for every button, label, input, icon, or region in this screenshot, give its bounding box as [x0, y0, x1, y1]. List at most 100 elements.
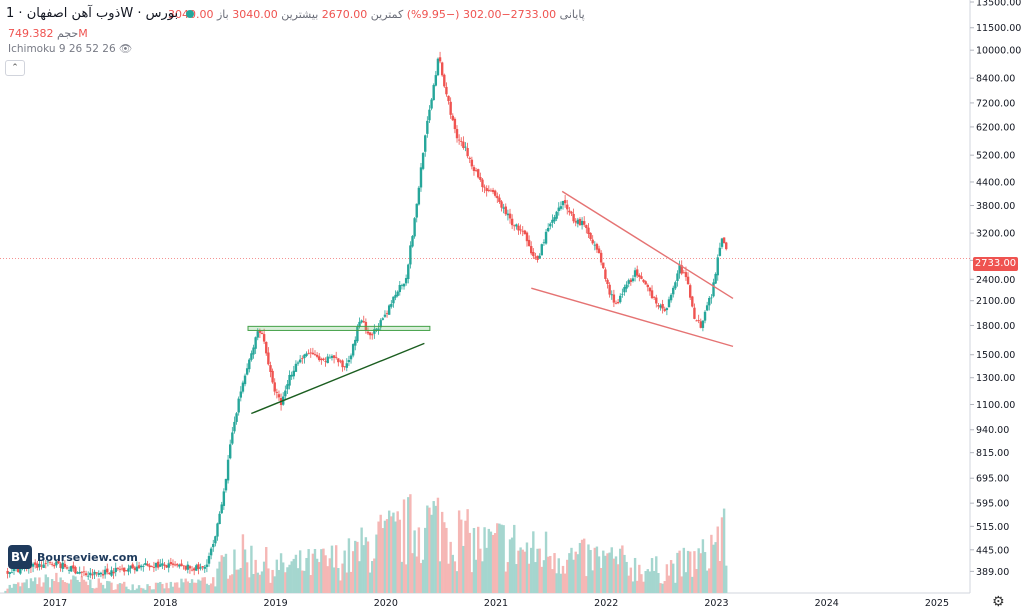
candle-body [708, 297, 711, 306]
volume-bar [674, 582, 677, 593]
volume-bar [672, 563, 675, 593]
volume-bar [337, 568, 340, 593]
volume-bar [680, 576, 683, 593]
volume-bar [322, 548, 325, 593]
candle-body [326, 356, 329, 364]
volume-bar [152, 589, 156, 593]
volume-bar [307, 549, 310, 593]
candle-body [224, 478, 228, 491]
candle-body [593, 244, 597, 246]
volume-bar [42, 582, 45, 593]
candle-body [298, 359, 302, 363]
candle-body [424, 135, 427, 152]
candle-body [262, 334, 266, 342]
candle-body [659, 305, 662, 308]
volume-bar [23, 582, 26, 593]
y-tick-label: 1300.00 [976, 373, 1015, 384]
candle-body [491, 189, 495, 193]
candle-body [220, 504, 223, 514]
candle-body [409, 245, 412, 265]
gear-icon[interactable]: ⚙ [992, 594, 1005, 610]
candle-body [254, 337, 257, 349]
candle-body [464, 146, 467, 148]
candle-body [252, 347, 255, 355]
candle-body [212, 543, 215, 548]
candle-body [86, 575, 90, 577]
volume-bar [489, 531, 493, 593]
candle-body [169, 562, 173, 565]
volume-bar [519, 547, 522, 593]
candle-body [218, 513, 221, 525]
volume-bar [17, 582, 20, 593]
volume-bar [118, 583, 122, 593]
candle-body [644, 281, 647, 285]
exchange-label: بورس [145, 6, 179, 21]
volume-bar [642, 581, 645, 593]
candle-body [226, 459, 230, 481]
volume-bar [695, 569, 698, 593]
volume-bar [252, 573, 255, 593]
candle-body [258, 330, 262, 333]
candle-body [553, 217, 556, 222]
volume-bar [453, 561, 457, 593]
volume-bar [364, 537, 368, 593]
volume-bar [583, 538, 586, 593]
x-tick-label: 2024 [815, 598, 839, 609]
candle-body [504, 206, 507, 215]
candle-body [591, 239, 594, 244]
candle-body [233, 421, 236, 432]
volume-bar [568, 553, 571, 593]
volume-bar [532, 531, 535, 593]
candle-body [67, 569, 71, 571]
candle-body [523, 230, 527, 235]
volume-bar [688, 551, 692, 593]
candle-body [557, 207, 560, 212]
volume-bar [224, 553, 228, 593]
candle-body [525, 232, 529, 242]
chevron-up-icon[interactable]: ⌃ [5, 60, 25, 76]
high-value: 3040.00 [232, 8, 278, 21]
candle-body [642, 279, 645, 282]
eye-icon[interactable]: 👁 [118, 43, 133, 55]
y-tick-label: 6200.00 [976, 122, 1015, 133]
candle-body [294, 363, 298, 372]
candle-body [123, 567, 126, 572]
candle-body [621, 293, 624, 295]
interval-label[interactable]: 1W [6, 6, 134, 21]
volume-bar [186, 581, 190, 593]
volume-bar [468, 532, 471, 593]
candle-body [334, 356, 338, 358]
candle-body [627, 280, 630, 284]
volume-bar [659, 583, 662, 593]
candle-body [510, 218, 514, 226]
candle-body [434, 75, 438, 86]
volume-bar [358, 561, 361, 593]
volume-bar [127, 589, 130, 593]
symbol-title[interactable]: ذوب آهن اصفهان · 1W · بورس [6, 6, 198, 21]
volume-bar [366, 541, 370, 593]
candle-body [250, 353, 253, 360]
volume-bar [19, 586, 22, 593]
volume-bar [625, 561, 628, 593]
x-tick-label: 2021 [484, 598, 508, 609]
indicator-legend[interactable]: Ichimoku 9 26 52 26 👁 [8, 42, 132, 55]
candle-body [127, 568, 130, 572]
candle-body [72, 565, 75, 569]
volume-bar [631, 581, 635, 593]
ohlc-readout: پایانی 2733.00−302.00 (−9.95%) کمترین 26… [168, 8, 585, 21]
volume-bar [248, 577, 251, 593]
volume-bar [362, 545, 365, 593]
volume-bar [496, 523, 499, 593]
candle-body [97, 573, 100, 575]
volume-bar [523, 551, 527, 593]
volume-bar [521, 549, 524, 593]
volume-bar [599, 567, 603, 593]
volume-bar [176, 582, 179, 593]
volume-bar [483, 527, 486, 593]
volume-bar [354, 540, 357, 593]
volume-bar [648, 571, 652, 593]
volume-bar [402, 499, 406, 593]
candle-body [532, 251, 535, 257]
volume-bar [536, 548, 539, 593]
